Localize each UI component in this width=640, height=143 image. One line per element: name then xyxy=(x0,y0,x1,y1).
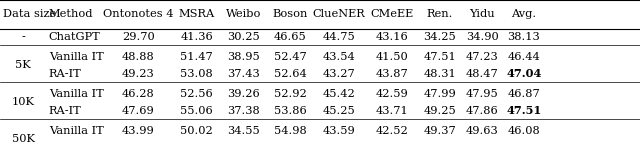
Text: 46.65: 46.65 xyxy=(273,32,307,42)
Text: 41.50: 41.50 xyxy=(375,52,408,62)
Text: 45.42: 45.42 xyxy=(323,89,356,99)
Text: 52.56: 52.56 xyxy=(180,89,213,99)
Text: 44.75: 44.75 xyxy=(323,32,356,42)
Text: 53.86: 53.86 xyxy=(273,106,307,116)
Text: RA-IT: RA-IT xyxy=(49,106,81,116)
Text: Weibo: Weibo xyxy=(226,9,262,19)
Text: 43.59: 43.59 xyxy=(323,126,356,136)
Text: 49.23: 49.23 xyxy=(122,69,155,79)
Text: 41.36: 41.36 xyxy=(180,32,213,42)
Text: Vanilla IT: Vanilla IT xyxy=(49,126,104,136)
Text: Avg.: Avg. xyxy=(511,9,536,19)
Text: Ren.: Ren. xyxy=(426,9,453,19)
Text: 46.87: 46.87 xyxy=(508,89,540,99)
Text: 46.28: 46.28 xyxy=(122,89,155,99)
Text: 10K: 10K xyxy=(12,97,35,107)
Text: 47.04: 47.04 xyxy=(506,68,541,79)
Text: 48.88: 48.88 xyxy=(122,52,155,62)
Text: 30.25: 30.25 xyxy=(227,32,260,42)
Text: RA-IT: RA-IT xyxy=(49,69,81,79)
Text: ClueNER: ClueNER xyxy=(313,9,365,19)
Text: 45.25: 45.25 xyxy=(323,106,356,116)
Text: 34.90: 34.90 xyxy=(466,32,499,42)
Text: 39.26: 39.26 xyxy=(227,89,260,99)
Text: ChatGPT: ChatGPT xyxy=(49,32,100,42)
Text: 47.86: 47.86 xyxy=(466,106,499,116)
Text: 43.71: 43.71 xyxy=(375,106,408,116)
Text: 43.27: 43.27 xyxy=(323,69,356,79)
Text: Ontonotes 4: Ontonotes 4 xyxy=(103,9,173,19)
Text: 47.51: 47.51 xyxy=(506,105,541,116)
Text: 49.25: 49.25 xyxy=(423,106,456,116)
Text: 38.95: 38.95 xyxy=(227,52,260,62)
Text: 47.23: 47.23 xyxy=(466,52,499,62)
Text: 49.37: 49.37 xyxy=(423,126,456,136)
Text: 37.43: 37.43 xyxy=(227,69,260,79)
Text: 29.70: 29.70 xyxy=(122,32,155,42)
Text: 43.16: 43.16 xyxy=(375,32,408,42)
Text: Yidu: Yidu xyxy=(469,9,495,19)
Text: Vanilla IT: Vanilla IT xyxy=(49,89,104,99)
Text: 47.99: 47.99 xyxy=(423,89,456,99)
Text: 50K: 50K xyxy=(12,134,35,143)
Text: 43.54: 43.54 xyxy=(323,52,356,62)
Text: 37.38: 37.38 xyxy=(227,106,260,116)
Text: 53.08: 53.08 xyxy=(180,69,213,79)
Text: 48.31: 48.31 xyxy=(423,69,456,79)
Text: 55.06: 55.06 xyxy=(180,106,213,116)
Text: 5K: 5K xyxy=(15,60,31,70)
Text: 47.69: 47.69 xyxy=(122,106,155,116)
Text: 42.52: 42.52 xyxy=(375,126,408,136)
Text: MSRA: MSRA xyxy=(179,9,215,19)
Text: 34.25: 34.25 xyxy=(423,32,456,42)
Text: 47.51: 47.51 xyxy=(423,52,456,62)
Text: 52.64: 52.64 xyxy=(273,69,307,79)
Text: 49.63: 49.63 xyxy=(466,126,499,136)
Text: 52.47: 52.47 xyxy=(273,52,307,62)
Text: 54.98: 54.98 xyxy=(273,126,307,136)
Text: Data size: Data size xyxy=(3,9,56,19)
Text: 43.99: 43.99 xyxy=(122,126,155,136)
Text: -: - xyxy=(21,32,25,42)
Text: Boson: Boson xyxy=(272,9,308,19)
Text: 47.95: 47.95 xyxy=(466,89,499,99)
Text: 52.92: 52.92 xyxy=(273,89,307,99)
Text: 46.08: 46.08 xyxy=(508,126,540,136)
Text: 50.02: 50.02 xyxy=(180,126,213,136)
Text: 51.47: 51.47 xyxy=(180,52,213,62)
Text: Vanilla IT: Vanilla IT xyxy=(49,52,104,62)
Text: 46.44: 46.44 xyxy=(508,52,540,62)
Text: 34.55: 34.55 xyxy=(227,126,260,136)
Text: 47.00: 47.00 xyxy=(506,142,541,143)
Text: Method: Method xyxy=(49,9,93,19)
Text: 43.87: 43.87 xyxy=(375,69,408,79)
Text: CMeEE: CMeEE xyxy=(370,9,413,19)
Text: 48.47: 48.47 xyxy=(466,69,499,79)
Text: 42.59: 42.59 xyxy=(375,89,408,99)
Text: 38.13: 38.13 xyxy=(508,32,540,42)
